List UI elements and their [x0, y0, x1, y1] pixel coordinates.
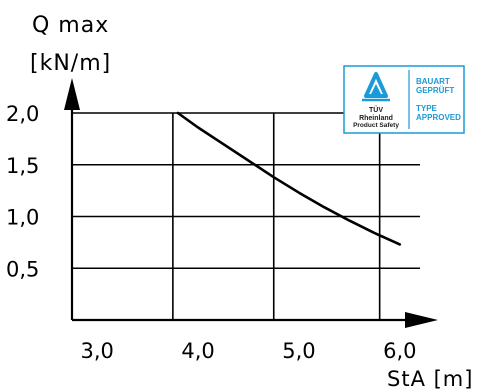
badge-line2: GEPRÜFT: [416, 86, 454, 95]
badge-line1: BAUART: [416, 77, 450, 86]
y-tick-labels: 2,0 1,5 1,0 0,5: [6, 102, 39, 281]
y-tick-label: 2,0: [6, 102, 39, 126]
x-tick-label: 3,0: [81, 339, 114, 363]
tuv-logo-icon: [362, 72, 390, 102]
x-tick-label: 4,0: [181, 339, 214, 363]
x-tick-label: 5,0: [282, 339, 315, 363]
y-tick-label: 0,5: [6, 257, 39, 281]
y-axis-title-line1: Q max: [32, 13, 109, 38]
badge-line3: TYPE: [416, 104, 438, 113]
y-axis-title-line2: [kN/m]: [30, 51, 111, 76]
tuv-certification-badge: TÜV Rheinland Product Safety BAUART GEPR…: [343, 65, 465, 134]
badge-brand-line3: Product Safety: [353, 122, 399, 129]
y-tick-label: 1,5: [6, 154, 39, 178]
x-axis-arrowhead: [405, 312, 438, 328]
y-tick-label: 1,0: [6, 206, 39, 230]
series-line: [176, 111, 402, 246]
chart-grid: [71, 112, 420, 320]
x-tick-labels: 3,0 4,0 5,0 6,0: [81, 339, 417, 363]
badge-line4: APPROVED: [416, 113, 461, 122]
x-axis-title: StA [m]: [387, 367, 473, 391]
y-axis-arrowhead: [64, 78, 80, 110]
badge-brand-name: TÜV: [369, 105, 383, 114]
badge-brand-line2: Rheinland: [359, 115, 393, 122]
x-tick-label: 6,0: [383, 339, 416, 363]
